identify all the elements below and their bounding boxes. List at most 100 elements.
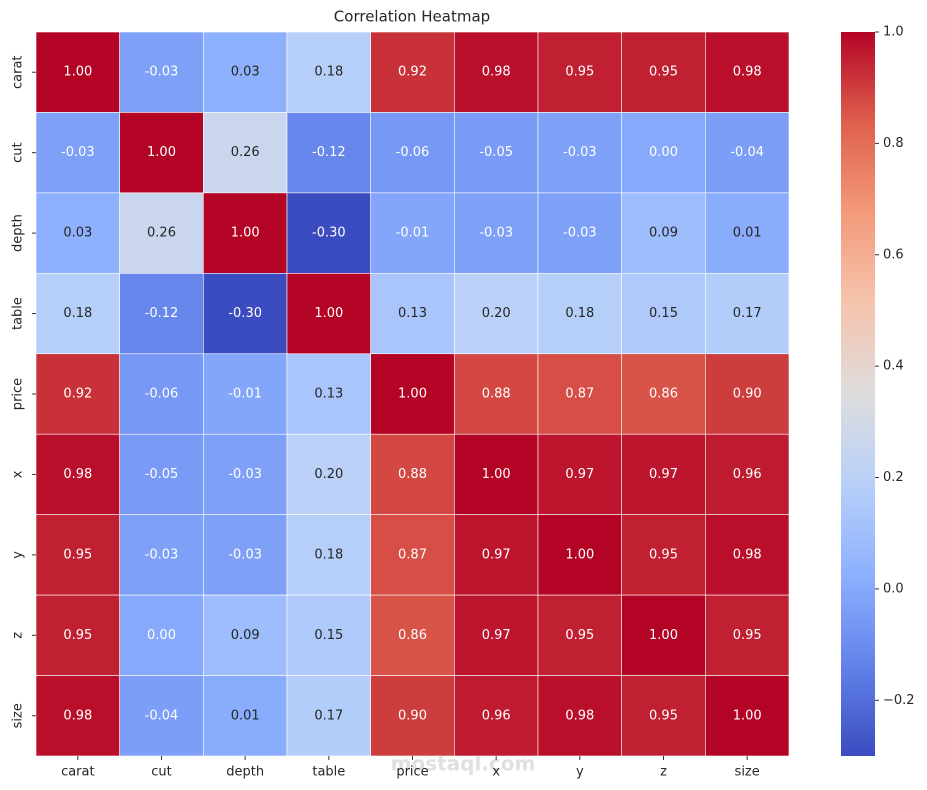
cell-label: 1.00 [63, 65, 92, 80]
x-tick-label: size [735, 765, 760, 780]
cell-label: -0.03 [228, 467, 262, 482]
heatmap-cell [454, 112, 539, 194]
cell-label: -0.03 [228, 547, 262, 562]
cell-label: 0.18 [314, 547, 343, 562]
cell-label: 0.17 [314, 708, 343, 723]
cell-label: 0.01 [733, 226, 762, 241]
heatmap-cell [621, 192, 706, 274]
cell-label: 0.00 [649, 145, 678, 160]
heatmap-cell [705, 514, 790, 596]
heatmap-cell [119, 594, 204, 676]
heatmap-cell [705, 31, 790, 113]
heatmap-cell [286, 433, 371, 515]
heatmap-cell [35, 192, 120, 274]
heatmap-cell [370, 594, 455, 676]
y-tick-label: z [11, 632, 26, 639]
x-tick-label: carat [61, 765, 95, 780]
heatmap-cell [35, 514, 120, 596]
cell-label: 0.98 [565, 708, 594, 723]
cell-label: 0.13 [398, 306, 427, 321]
heatmap-cell [203, 675, 288, 757]
heatmap-cell [454, 273, 539, 355]
heatmap-cell [286, 112, 371, 194]
cell-label: 0.86 [649, 387, 678, 402]
cell-label: 0.09 [231, 628, 260, 643]
cell-label: 0.95 [649, 708, 678, 723]
heatmap-cell [286, 594, 371, 676]
heatmap-cell [705, 433, 790, 515]
cell-label: -0.01 [396, 226, 430, 241]
cell-label: -0.03 [145, 547, 179, 562]
x-tick-label: price [396, 765, 428, 780]
heatmap-cell [119, 192, 204, 274]
cell-label: 0.97 [482, 547, 511, 562]
heatmap-cell [35, 112, 120, 194]
cell-label: 0.03 [63, 226, 92, 241]
heatmap-cell [203, 31, 288, 113]
cell-label: 0.18 [565, 306, 594, 321]
heatmap-cell [705, 192, 790, 274]
x-tick-label: cut [151, 765, 171, 780]
y-tick-label: price [11, 378, 26, 410]
heatmap-cell [705, 594, 790, 676]
heatmap-cell [454, 594, 539, 676]
colorbar-tick-label: 0.6 [883, 247, 904, 262]
heatmap-cell [705, 353, 790, 435]
cell-label: 1.00 [314, 306, 343, 321]
cell-label: 0.00 [147, 628, 176, 643]
cell-label: -0.30 [312, 226, 346, 241]
heatmap-cell [621, 353, 706, 435]
heatmap-cell [537, 192, 622, 274]
cell-label: 1.00 [649, 628, 678, 643]
y-tick-label: size [11, 703, 26, 728]
heatmap-cell [203, 112, 288, 194]
cell-label: 0.95 [649, 65, 678, 80]
cell-label: 1.00 [565, 547, 594, 562]
chart-title: Correlation Heatmap [334, 8, 490, 26]
cell-label: -0.04 [730, 145, 764, 160]
heatmap-cell [119, 675, 204, 757]
colorbar-tick-label: 0.2 [883, 470, 904, 485]
heatmap-cell [454, 353, 539, 435]
cell-label: -0.03 [61, 145, 95, 160]
colorbar-tick-label: 0.8 [883, 136, 904, 151]
cell-label: 0.20 [314, 467, 343, 482]
cell-label: 0.18 [63, 306, 92, 321]
cell-label: 0.92 [63, 387, 92, 402]
cell-label: -0.03 [563, 226, 597, 241]
heatmap-cell [454, 192, 539, 274]
heatmap-cell [537, 675, 622, 757]
heatmap-cell [119, 353, 204, 435]
heatmap-cell [370, 514, 455, 596]
heatmap-cell [119, 273, 204, 355]
heatmap-cell [454, 514, 539, 596]
heatmap-cell [286, 31, 371, 113]
heatmap-cell [286, 192, 371, 274]
cell-label: 0.09 [649, 226, 678, 241]
cell-label: 0.95 [733, 628, 762, 643]
cell-label: 0.92 [398, 65, 427, 80]
heatmap-cell [35, 594, 120, 676]
heatmap-cell [537, 353, 622, 435]
cell-label: -0.05 [145, 467, 179, 482]
cell-label: -0.30 [228, 306, 262, 321]
heatmap-cell [203, 594, 288, 676]
heatmap-cell [537, 594, 622, 676]
cell-label: -0.04 [145, 708, 179, 723]
heatmap-cell [454, 433, 539, 515]
x-tick-label: x [492, 765, 500, 780]
heatmap-cell [370, 433, 455, 515]
cell-label: 0.98 [63, 708, 92, 723]
colorbar-tick-label: 1.0 [883, 25, 904, 40]
heatmap-cell [537, 433, 622, 515]
cell-label: 0.13 [314, 387, 343, 402]
heatmap-cell [537, 112, 622, 194]
colorbar [841, 32, 875, 756]
x-tick-label: y [576, 765, 584, 780]
cell-label: -0.05 [479, 145, 513, 160]
cell-label: 0.98 [63, 467, 92, 482]
cell-label: 0.98 [733, 65, 762, 80]
cell-label: -0.12 [312, 145, 346, 160]
cell-label: 0.95 [565, 628, 594, 643]
